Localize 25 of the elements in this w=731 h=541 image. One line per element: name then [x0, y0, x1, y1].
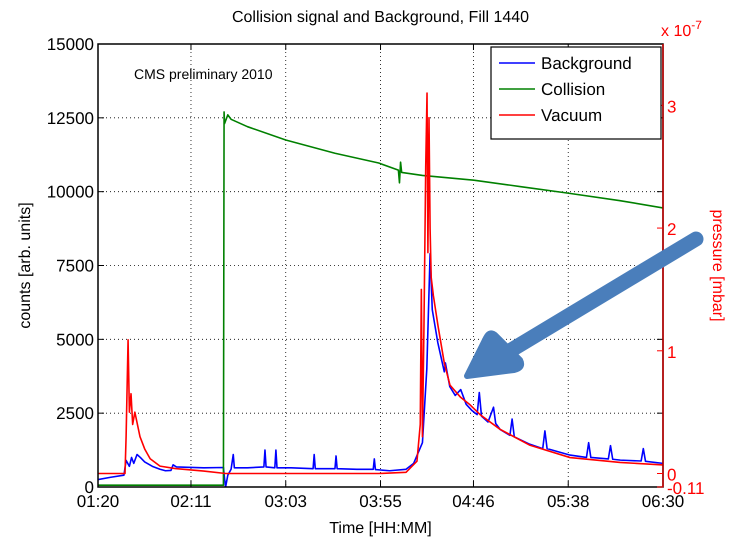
- annotation: CMS preliminary 2010: [134, 66, 273, 82]
- y-tick-label: 2500: [56, 404, 94, 424]
- x-tick-label: 02:11: [170, 492, 212, 511]
- y-axis-title: counts [arb. units]: [17, 202, 34, 329]
- x-tick-label: 04:46: [452, 492, 495, 511]
- line-series: [98, 252, 663, 487]
- y-tick-label: 7500: [56, 256, 94, 276]
- legend-label: Background: [541, 54, 632, 73]
- y-tick-label: 10000: [46, 182, 94, 202]
- y-tick-label: 5000: [56, 330, 94, 350]
- x-tick-label: 01:20: [76, 492, 120, 511]
- y2-axis-title: pressure [mbar]: [709, 209, 726, 322]
- y2-tick-label: 1: [667, 342, 676, 362]
- y2-tick-label: 2: [667, 220, 676, 240]
- x-tick-label: 03:55: [359, 492, 402, 511]
- y-tick-label: 15000: [46, 35, 94, 54]
- legend-label: Vacuum: [541, 106, 602, 125]
- x-tick-label: 05:38: [546, 492, 590, 511]
- y2-tick-label: 3: [667, 97, 676, 116]
- y-tick-label: 12500: [46, 108, 94, 128]
- text: x 10$^{-7}$: [661, 18, 702, 40]
- chart-title: Collision signal and Background, Fill 1440: [232, 9, 530, 26]
- x-axis-title: Time [HH:MM]: [329, 520, 432, 537]
- legend-label: Collision: [541, 80, 606, 99]
- x-tick-label: 03:03: [264, 492, 308, 511]
